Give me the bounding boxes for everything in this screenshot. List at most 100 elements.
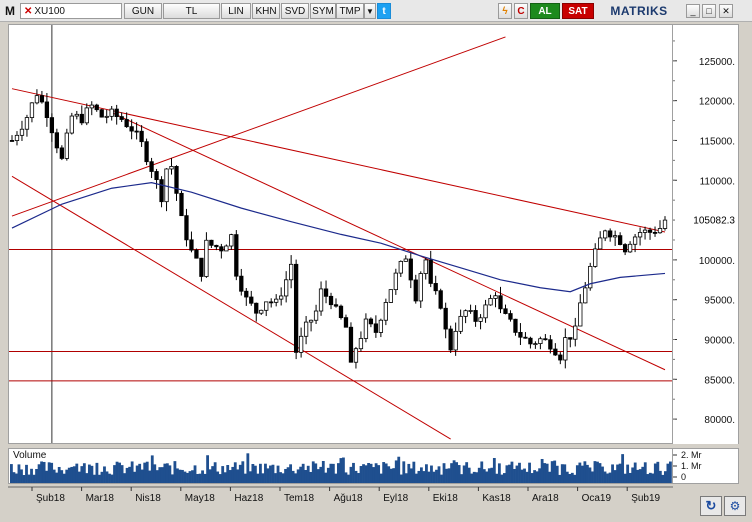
volume-bar: [470, 473, 474, 483]
volume-bar: [140, 469, 144, 483]
candle-body: [563, 337, 568, 361]
volume-bar: [201, 470, 204, 483]
volume-bar: [77, 471, 81, 483]
save-button[interactable]: SVD: [281, 3, 309, 19]
chevron-down-icon[interactable]: ▼: [364, 3, 376, 19]
candle-body: [613, 235, 618, 238]
volume-bar: [168, 465, 172, 483]
x-tick-label: Ağu18: [334, 493, 363, 504]
lightning-icon[interactable]: ϟ: [498, 3, 512, 19]
volume-bar: [651, 473, 655, 483]
volume-bar: [560, 464, 564, 483]
volume-bar: [90, 465, 94, 483]
volume-chart[interactable]: Volume: [8, 448, 673, 484]
candle-body: [64, 132, 69, 159]
last-value-box: [675, 212, 737, 227]
volume-bar: [160, 467, 164, 483]
volume-bar: [321, 460, 325, 483]
price-axis: 125000.120000.115000.110000.105000.10000…: [673, 24, 739, 444]
volume-bar: [128, 466, 132, 483]
buy-button[interactable]: AL: [530, 3, 560, 19]
candle-body: [214, 244, 219, 248]
candle-body: [543, 338, 548, 341]
maximize-icon[interactable]: □: [702, 4, 716, 18]
candle-body: [109, 108, 114, 117]
volume-bar: [246, 453, 250, 483]
currency-button[interactable]: TL: [163, 3, 220, 19]
linear-scale-button[interactable]: LIN: [221, 3, 251, 19]
volume-bar: [153, 464, 157, 483]
close-icon[interactable]: ✕: [24, 6, 33, 17]
volume-bar: [188, 471, 192, 483]
x-tick-label: Tem18: [284, 493, 314, 504]
volume-bar: [359, 466, 363, 483]
volume-bar: [20, 469, 23, 483]
sell-button[interactable]: SAT: [562, 3, 594, 19]
volume-bar: [233, 462, 237, 483]
y-tick-label: 100000.: [699, 256, 735, 267]
template-button[interactable]: TMP: [336, 3, 364, 19]
volume-bar: [236, 469, 240, 483]
symbol-selector[interactable]: ✕ XU100: [20, 3, 122, 19]
volume-bar: [608, 472, 612, 483]
volume-bar: [173, 461, 177, 483]
volume-bar: [354, 470, 358, 483]
candle-body: [244, 290, 249, 298]
volume-bar: [47, 462, 51, 483]
volume-bar: [465, 462, 469, 483]
volume-bar: [311, 461, 315, 483]
symbol-button[interactable]: SYM: [310, 3, 336, 19]
volume-bar: [412, 461, 416, 483]
volume-bar: [641, 466, 645, 483]
volume-bar: [601, 466, 604, 483]
volume-bar: [648, 472, 652, 483]
volume-bar: [218, 474, 222, 483]
period-button[interactable]: GUN: [124, 3, 162, 19]
volume-bar: [603, 471, 607, 483]
volume-bar: [520, 469, 524, 483]
price-chart[interactable]: [8, 24, 673, 444]
volume-bar: [427, 471, 431, 483]
volume-bar: [208, 469, 212, 483]
candle-body: [448, 328, 453, 351]
candle-body: [647, 229, 653, 233]
volume-bar: [206, 455, 210, 483]
candle-body: [179, 192, 184, 217]
candle-body: [224, 245, 229, 252]
candle-body: [293, 263, 299, 353]
window-close-icon[interactable]: ✕: [719, 4, 733, 18]
candle-type-button[interactable]: KHN: [252, 3, 280, 19]
price-axis-svg: 125000.120000.115000.110000.105000.10000…: [673, 40, 737, 426]
volume-bar: [120, 465, 124, 483]
volume-bar: [316, 469, 320, 483]
twitter-icon[interactable]: t: [377, 3, 391, 19]
volume-bar: [638, 469, 642, 483]
volume-bar: [226, 465, 230, 483]
volume-bar: [193, 465, 197, 483]
volume-bar: [563, 464, 567, 483]
refresh-icon[interactable]: ↻: [700, 496, 722, 516]
candle-body: [568, 337, 573, 340]
candle-body: [159, 179, 164, 203]
candle-body: [662, 219, 668, 229]
candle-body: [298, 335, 304, 353]
minimize-icon[interactable]: _: [686, 4, 700, 18]
volume-axis-svg: 2. Mr1. Mr0: [673, 450, 702, 482]
volume-bar: [397, 456, 401, 483]
settings-icon[interactable]: ⚙: [724, 496, 746, 516]
volume-bar: [515, 465, 519, 483]
y-tick-label: 120000.: [699, 97, 735, 108]
volume-bar: [613, 470, 617, 483]
candle-body: [368, 318, 374, 325]
volume-bar: [485, 471, 489, 483]
candle-body: [518, 331, 523, 338]
candle-body: [583, 287, 588, 304]
candle-body: [617, 235, 623, 245]
volume-bar: [291, 470, 295, 483]
volume-bar: [435, 469, 438, 483]
c-icon[interactable]: C: [514, 3, 528, 19]
volume-bar: [133, 471, 137, 483]
candle-body: [69, 115, 74, 134]
volume-bar: [65, 469, 69, 483]
volume-bar: [238, 464, 242, 483]
